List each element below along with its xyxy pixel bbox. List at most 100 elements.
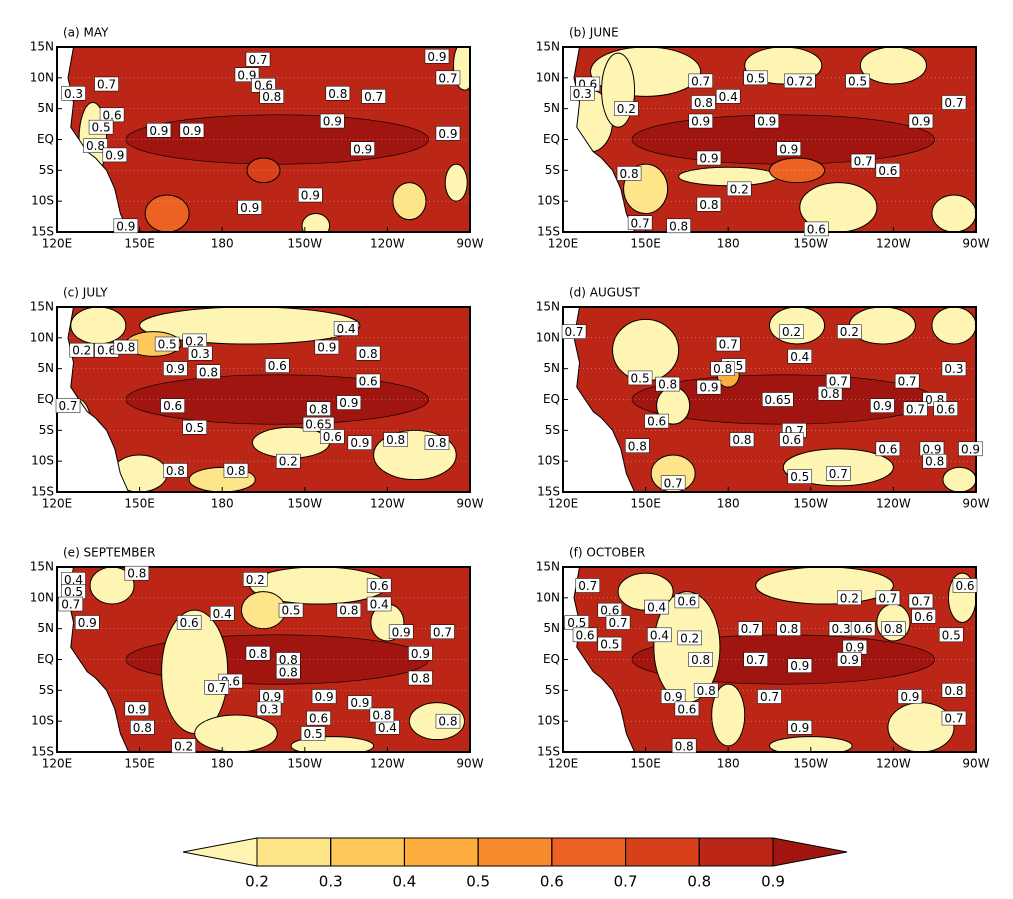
contour-label-box [408,646,433,661]
contour-label: 0.8 [359,347,378,361]
contour-label: 0.6 [268,359,287,373]
lat-tick-label: 15S [31,745,54,759]
contour-label-box [875,441,901,457]
lon-tick-label: 150W [793,497,828,511]
contour-label: 0.7 [719,338,738,352]
contour-label-box [616,166,642,181]
contour-label: 0.9 [392,625,411,639]
contour-label: 0.7 [609,616,628,630]
contour-label: 0.4 [650,628,669,642]
contour-label-box [941,683,967,698]
contour-label-box [424,49,450,64]
contour-label: 0.9 [317,341,336,355]
field-patch [769,157,826,184]
contour-label: 0.7 [207,681,226,695]
contour-label: 0.7 [438,71,457,85]
contour-label: 0.8 [386,433,405,447]
contour-label-box [113,218,139,234]
contour-label: 0.9 [922,442,941,456]
contour-label-box [298,187,323,203]
contour-label: 0.8 [944,684,963,698]
contour-label: 0.7 [878,591,897,605]
contour-label: 0.2 [840,591,859,605]
lon-tick-label: 150W [793,237,828,251]
contour-label: 0.8 [199,365,218,379]
colorbar-tick-label: 0.9 [761,873,785,891]
contour-label: 0.8 [699,198,718,212]
contour-label-box [306,401,331,416]
contour-label-box [179,123,205,138]
contour-label: 0.8 [116,341,135,355]
contour-label-box [435,126,461,141]
colorbar-tick-label: 0.8 [687,873,711,891]
contour-label: 0.2 [782,325,801,339]
colorbar-cell [698,837,774,867]
contour-label: 0.9 [166,362,185,376]
lon-tick-label: 180 [211,497,234,511]
contour-label-box [306,710,331,726]
lat-tick-label: 10S [31,194,54,208]
colorbar-cell [256,837,332,867]
contour-label: 0.7 [746,653,765,667]
contour-label: 0.9 [873,399,892,413]
field-patch [711,683,746,747]
contour-label: 0.8 [675,739,694,753]
contour-label: 0.8 [427,436,446,450]
colorbar-tick-label: 0.4 [392,873,416,891]
contour-label: 0.8 [328,87,347,101]
contour-label: 0.9 [779,142,798,156]
contour-label: 0.3 [832,622,851,636]
lat-tick-label: 10S [537,714,560,728]
field-patch [887,702,955,752]
contour-label: 0.8 [821,387,840,401]
contour-label-box [361,89,386,104]
lon-tick-label: 120W [370,237,405,251]
colorbar-cell [403,837,479,867]
contour-label-box [938,627,964,643]
colorbar-cell [182,837,258,867]
contour-label: 0.7 [829,375,848,389]
contour-label: 0.4 [370,598,389,612]
contour-label: 0.9 [315,690,334,704]
contour-label: 0.6 [600,604,619,618]
contour-label: 0.9 [353,142,372,156]
lat-tick-label: 5S [545,423,560,437]
contour-label: 0.8 [658,378,677,392]
contour-label-box [245,646,271,661]
contour-label-box [124,565,150,581]
lat-tick-label: 15S [537,485,560,499]
contour-label: 0.7 [944,712,963,726]
contour-label-box [388,624,414,639]
contour-label: 0.7 [433,625,452,639]
contour-label: 0.7 [691,74,710,88]
contour-label-box [644,413,669,429]
contour-label-box [776,621,802,636]
contour-label-box [784,73,816,89]
contour-label: 0.5 [631,371,650,385]
lat-tick-label: 10S [537,454,560,468]
contour-label: 0.5 [790,470,809,484]
contour-label-box [655,376,680,392]
contour-label: 0.7 [61,598,80,612]
contour-label: 0.8 [438,715,457,729]
lon-tick-label: 150W [287,497,322,511]
contour-label: 0.2 [72,344,91,358]
lon-tick-label: 180 [717,757,740,771]
contour-label: 0.4 [337,322,356,336]
contour-label-box [58,596,84,612]
lon-tick-label: 120W [370,757,405,771]
field-patch [931,194,976,232]
contour-label-box [347,695,373,710]
contour-label-box [952,578,978,593]
contour-label-box [160,398,185,413]
lat-tick-label: 10N [30,330,54,344]
contour-label: 0.9 [78,616,97,630]
contour-label-box [88,119,114,135]
contour-label-box [366,596,392,612]
contour-label-box [94,76,119,92]
contour-label-box [691,95,716,110]
lat-tick-label: 5S [545,163,560,177]
field-patch [301,213,331,232]
colorbar-tick-label: 0.5 [466,873,490,891]
